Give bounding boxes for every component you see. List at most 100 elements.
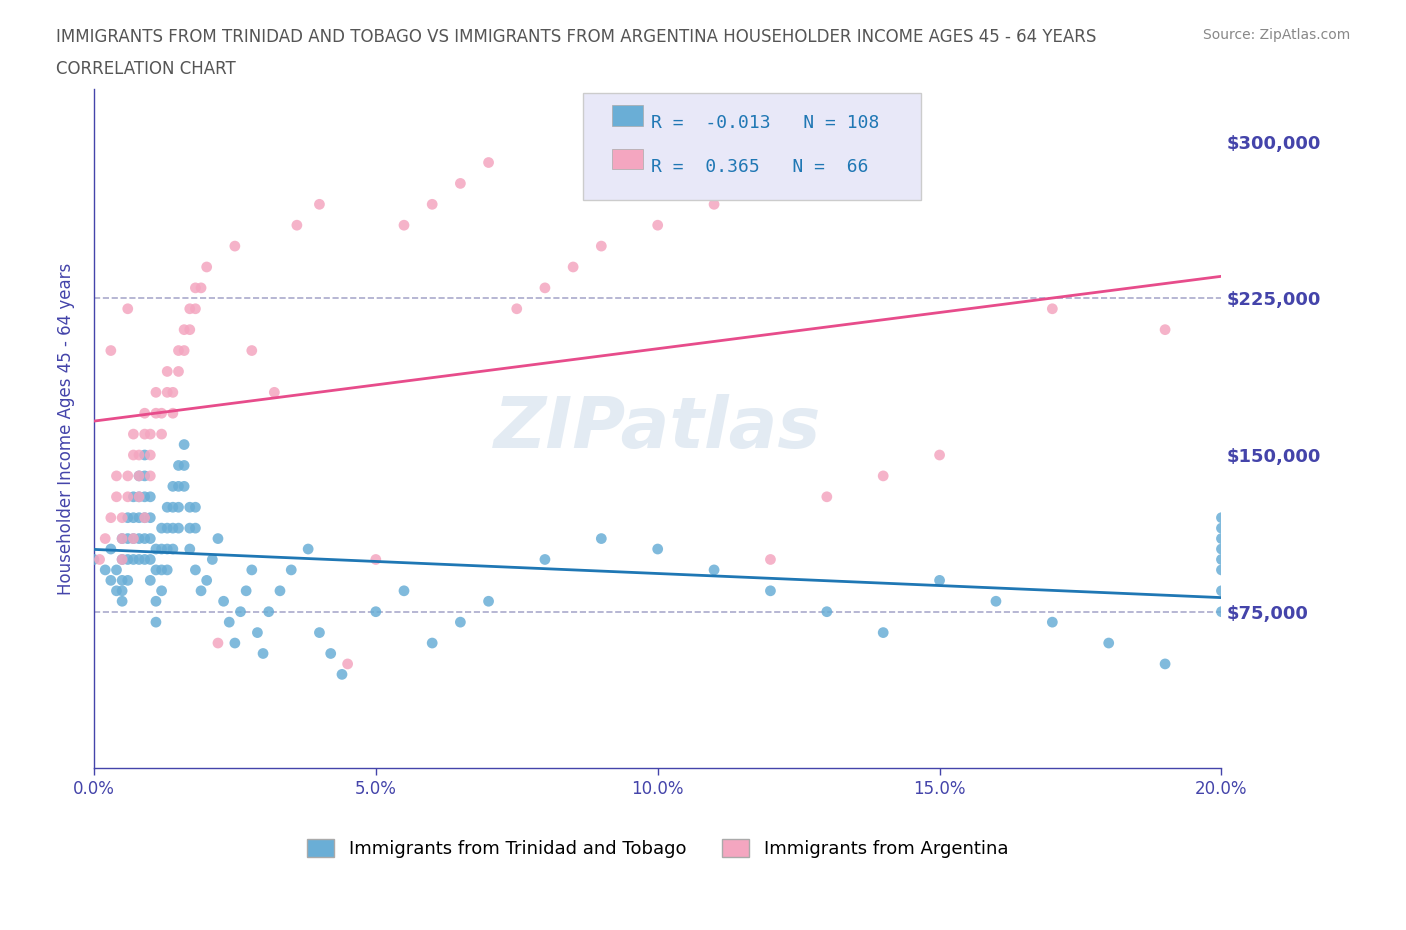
Point <box>477 594 499 609</box>
Point <box>150 541 173 556</box>
Point <box>134 489 156 504</box>
Point <box>285 218 308 232</box>
Point <box>150 563 173 578</box>
Point <box>150 521 173 536</box>
Point <box>759 552 782 567</box>
Point <box>257 604 280 619</box>
Point <box>128 489 150 504</box>
Point <box>336 657 359 671</box>
Point <box>984 594 1007 609</box>
Point <box>134 531 156 546</box>
Point <box>240 563 263 578</box>
Point <box>139 469 162 484</box>
Point <box>145 405 167 420</box>
Point <box>134 511 156 525</box>
Point <box>122 552 145 567</box>
Point <box>195 259 218 274</box>
Point <box>319 646 342 661</box>
Point <box>703 563 725 578</box>
Point <box>703 197 725 212</box>
Text: ZIPatlas: ZIPatlas <box>494 394 821 463</box>
Point <box>122 531 145 546</box>
Text: R =  0.365   N =  66: R = 0.365 N = 66 <box>651 158 869 176</box>
Point <box>162 541 184 556</box>
Point <box>145 385 167 400</box>
Point <box>392 583 415 598</box>
Point <box>100 573 122 588</box>
Point <box>184 281 207 296</box>
Point <box>167 343 190 358</box>
Point <box>647 541 669 556</box>
Point <box>122 531 145 546</box>
Point <box>173 437 195 452</box>
Legend: Immigrants from Trinidad and Tobago, Immigrants from Argentina: Immigrants from Trinidad and Tobago, Imm… <box>299 831 1015 866</box>
Point <box>872 625 894 640</box>
Point <box>139 531 162 546</box>
Point <box>167 499 190 514</box>
Point <box>190 281 212 296</box>
Point <box>252 646 274 661</box>
Text: IMMIGRANTS FROM TRINIDAD AND TOBAGO VS IMMIGRANTS FROM ARGENTINA HOUSEHOLDER INC: IMMIGRANTS FROM TRINIDAD AND TOBAGO VS I… <box>56 28 1097 46</box>
Point <box>179 541 201 556</box>
Point <box>150 427 173 442</box>
Point <box>145 594 167 609</box>
Point <box>156 499 179 514</box>
Point <box>117 469 139 484</box>
Point <box>117 531 139 546</box>
Point <box>218 615 240 630</box>
Point <box>1211 583 1233 598</box>
Point <box>449 615 471 630</box>
Point <box>105 469 128 484</box>
Point <box>134 511 156 525</box>
Text: Source: ZipAtlas.com: Source: ZipAtlas.com <box>1202 28 1350 42</box>
Point <box>111 531 134 546</box>
Point <box>111 552 134 567</box>
Point <box>364 604 387 619</box>
Point <box>117 552 139 567</box>
Y-axis label: Householder Income Ages 45 - 64 years: Householder Income Ages 45 - 64 years <box>58 263 75 595</box>
Point <box>111 552 134 567</box>
Point <box>173 343 195 358</box>
Point <box>201 552 224 567</box>
Point <box>207 531 229 546</box>
Point <box>330 667 353 682</box>
Point <box>145 615 167 630</box>
Point <box>105 583 128 598</box>
Point <box>122 427 145 442</box>
Point <box>100 343 122 358</box>
Point <box>94 563 117 578</box>
Point <box>128 447 150 462</box>
Point <box>128 552 150 567</box>
Point <box>184 301 207 316</box>
Point <box>162 405 184 420</box>
Point <box>134 427 156 442</box>
Point <box>179 499 201 514</box>
Point <box>162 499 184 514</box>
Point <box>1211 521 1233 536</box>
Point <box>212 594 235 609</box>
Text: R =  -0.013   N = 108: R = -0.013 N = 108 <box>651 114 879 132</box>
Point <box>145 563 167 578</box>
Point <box>179 521 201 536</box>
Point <box>122 511 145 525</box>
Point <box>928 447 950 462</box>
Point <box>134 405 156 420</box>
Point <box>162 521 184 536</box>
Point <box>1098 635 1121 650</box>
Point <box>1154 657 1177 671</box>
Point <box>280 563 302 578</box>
Point <box>815 489 838 504</box>
Point <box>647 218 669 232</box>
Point <box>179 301 201 316</box>
Point <box>111 511 134 525</box>
Point <box>89 552 111 567</box>
Point <box>928 573 950 588</box>
Point <box>167 364 190 379</box>
Point <box>117 301 139 316</box>
Point <box>1211 604 1233 619</box>
Point <box>759 583 782 598</box>
Point <box>184 521 207 536</box>
Point <box>167 458 190 472</box>
Point <box>235 583 257 598</box>
Point <box>117 573 139 588</box>
